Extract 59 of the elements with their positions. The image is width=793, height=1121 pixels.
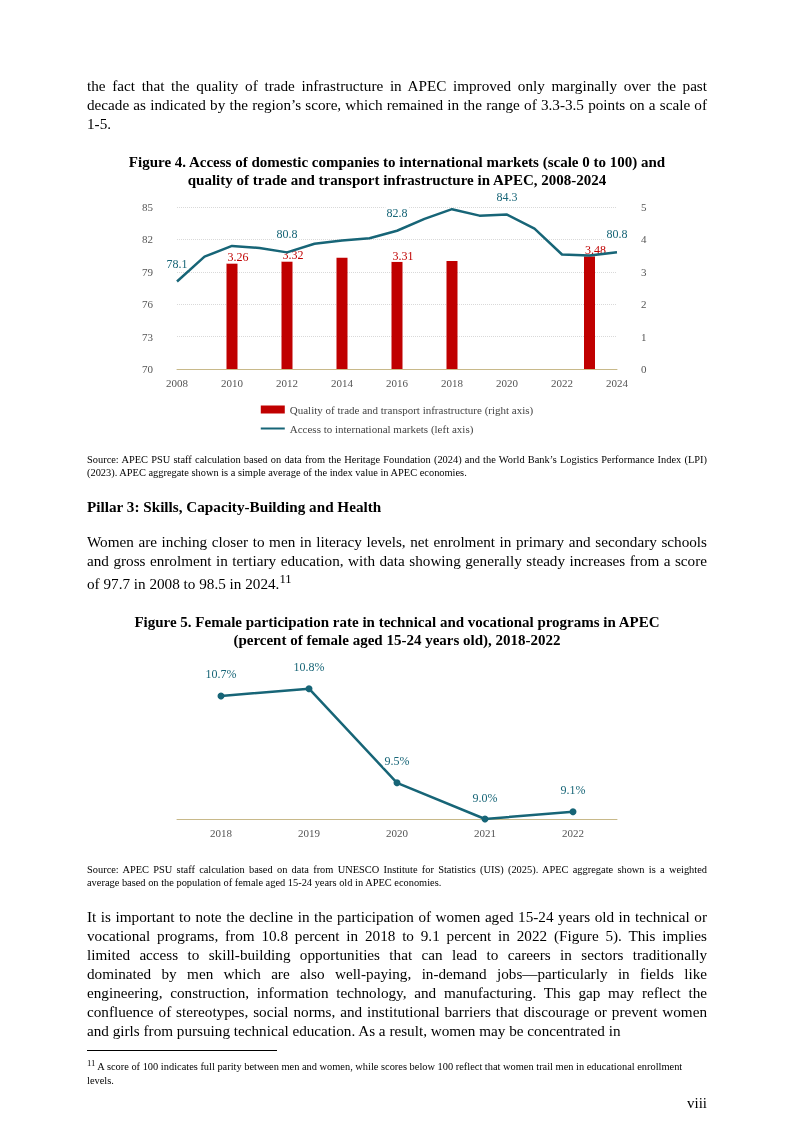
data-label: 80.8 [276,227,298,242]
bar [281,261,293,369]
data-label: 10.8% [293,660,325,675]
y2-tick-label: 0 [641,363,647,375]
y2-tick-label: 2 [641,298,647,311]
data-label: 3.31 [392,248,414,263]
text: Pillar 3: Skills, Capacity-Building and Health [87,497,383,516]
x-tick-label: 2014 [331,376,354,389]
y-tick-label: 70 [142,363,154,375]
point [305,685,313,693]
data-label: 9.0% [472,790,498,805]
chart-title: Figure 5. Female participation rate in technical and vocational programs in APEC (percent of female aged 15-24 years old), 2018-2022 [133,613,661,650]
data-label: 9.5% [384,754,410,769]
chart-title: Figure 4. Access of domestic companies to international markets (scale 0 to 100) and quality of trade and transport infrastructure in APEC, 2008-2024 [127,153,667,189]
y2-tick-label: 5 [641,201,647,213]
x-tick-label: 2022 [562,826,584,839]
bar [391,261,403,369]
bar [226,263,238,369]
data-label: 10.7% [205,667,237,682]
y-tick-label: 76 [142,298,154,311]
x-tick-label: 2018 [441,376,464,389]
legend-label: Access to international markets (left axis) [289,422,474,436]
text: It is important to note the decline in the participation of women aged 15-24 years old in technical or vocational programs, from 10.8 percent in 2018 to 9.1 percent in 2022 (Figure 5). This implies limited access to skill-building opportunities that can lead to careers in sectors traditionally dominated by men which are also well-paying, in-demand jobs—particularly in fields like engineering, construction, information technology, and manufacturing. This gap may reflect the confluence of stereotypes, social norms, and institutional barriers that discourage or prevent women and girls from pursuing technical education. As a result, women may be concentrated in [87,907,707,1041]
x-tick-label: 2012 [276,376,298,389]
y2-tick-label: 3 [641,265,647,278]
y-tick-label: 85 [142,201,154,213]
bar [336,257,348,369]
x-tick-label: 2020 [386,826,409,839]
point [393,779,401,787]
x-tick-label: 2021 [474,826,496,839]
y-tick-label: 79 [142,265,154,278]
bar [446,261,458,369]
x-tick-label: 2016 [386,376,409,389]
data-label: 82.8 [386,205,408,220]
x-tick-label: 2008 [166,376,189,389]
point [569,808,577,816]
x-tick-label: 2019 [298,826,321,839]
data-label: 3.26 [227,250,249,265]
x-tick-label: 2018 [210,826,233,839]
x-tick-label: 2010 [221,376,244,389]
data-label: 78.1 [166,256,188,271]
text: $^{11}$ A score of 100 indicates full parity between men and women, while scores below 100 reflect that women trail men in educational enrollment levels. [87,1057,684,1087]
text: Women are inching closer to men in literacy levels, net enrolment in primary and secondary schools and gross enrolment in tertiary education, with data showing generally steady increases from a score of 97.7 in 2008 to 98.5 in 2024.$^{11}$ [87,532,707,594]
source-note: Source: APEC PSU staff calculation based on data from UNESCO Institute for Statistics (UIS) (2025). APEC aggregate shown is a weighted average based on the population of female aged 15-24 years old in APEC economies. [87,863,707,890]
data-label: 9.1% [560,783,586,798]
x-tick-label: 2022 [551,376,573,389]
text: viii [686,1094,707,1112]
data-label: 80.8 [606,227,628,242]
bar [584,256,595,369]
legend-label: Quality of trade and transport infrastructure (right axis) [289,403,534,417]
x-tick-label: 2024 [606,376,629,389]
y-tick-label: 82 [142,233,153,246]
y2-tick-label: 1 [641,330,647,343]
x-tick-label: 2020 [496,376,519,389]
data-label: 84.3 [496,189,518,204]
y-tick-label: 73 [142,330,154,343]
source-note: Source: APEC PSU staff calculation based on data from the Heritage Foundation (2024) and the World Bank’s Logistics Performance Index (LPI) (2023). APEC aggregate shown is a simple average of the index value in APEC economies. [87,453,707,479]
text: the fact that the quality of trade infrastructure in APEC improved only marginally over the past decade as indicated by the region’s score, which remained in the range of 3.3-3.5 points on a scale of 1-5. [87,76,707,133]
y2-tick-label: 4 [641,233,647,246]
